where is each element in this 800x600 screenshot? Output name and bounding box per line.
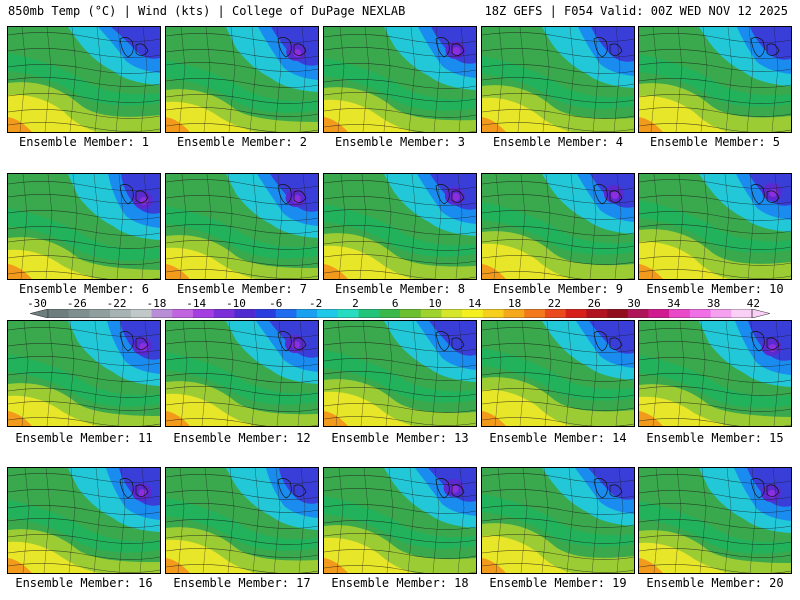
- ensemble-member-map: [481, 320, 635, 427]
- colorbar-segment: [586, 309, 608, 318]
- ensemble-member-map: [638, 320, 792, 427]
- ensemble-member-caption: Ensemble Member: 9: [492, 282, 624, 296]
- colorbar-segment: [110, 309, 132, 318]
- ensemble-member-caption: Ensemble Member: 6: [18, 282, 150, 296]
- ensemble-member-caption: Ensemble Member: 13: [331, 431, 469, 445]
- ensemble-member-map: [638, 467, 792, 574]
- ensemble-member-caption: Ensemble Member: 12: [173, 431, 311, 445]
- colorbar-segment: [400, 309, 422, 318]
- colorbar-tick-label: 2: [352, 297, 359, 310]
- colorbar-segment: [441, 309, 463, 318]
- ensemble-member-map: [165, 26, 319, 133]
- temperature-colorbar: [30, 309, 770, 318]
- run-info: 18Z GEFS | F054 Valid: 00Z WED NOV 12 20…: [484, 4, 788, 18]
- ensemble-member-caption: Ensemble Member: 19: [489, 576, 627, 590]
- colorbar-tick-label: -10: [226, 297, 246, 310]
- colorbar-segment: [317, 309, 339, 318]
- colorbar-segment: [544, 309, 566, 318]
- ensemble-member-map: [7, 467, 161, 574]
- ensemble-member-caption: Ensemble Member: 8: [334, 282, 466, 296]
- colorbar-segment: [710, 309, 732, 318]
- colorbar-segment: [151, 309, 173, 318]
- ensemble-member-caption: Ensemble Member: 2: [176, 135, 308, 149]
- colorbar-segment: [89, 309, 111, 318]
- colorbar-segment: [648, 309, 670, 318]
- colorbar-segment: [358, 309, 380, 318]
- ensemble-member-map: [638, 173, 792, 280]
- ensemble-member-caption: Ensemble Member: 18: [331, 576, 469, 590]
- colorbar-tick-label: -14: [186, 297, 207, 310]
- ensemble-member-map: [481, 26, 635, 133]
- ensemble-member-caption: Ensemble Member: 7: [176, 282, 308, 296]
- ensemble-member-caption: Ensemble Member: 1: [18, 135, 150, 149]
- colorbar-segment: [462, 309, 484, 318]
- chart-title: 850mb Temp (°C) | Wind (kts) | College o…: [8, 4, 406, 18]
- ensemble-member-map: [7, 173, 161, 280]
- colorbar-segment: [48, 309, 70, 318]
- ensemble-member-caption: Ensemble Member: 17: [173, 576, 311, 590]
- ensemble-member-caption: Ensemble Member: 3: [334, 135, 466, 149]
- colorbar-tick-label: 38: [706, 297, 721, 310]
- colorbar-tick-label: 18: [507, 297, 522, 310]
- ensemble-member-map: [7, 26, 161, 133]
- ensemble-member-map: [323, 467, 477, 574]
- colorbar-segment: [689, 309, 711, 318]
- ensemble-member-map: [481, 467, 635, 574]
- ensemble-member-caption: Ensemble Member: 4: [492, 135, 624, 149]
- colorbar-tick-label: -2: [308, 297, 323, 310]
- ensemble-member-map: [323, 173, 477, 280]
- ensemble-member-map: [638, 26, 792, 133]
- ensemble-member-map: [165, 320, 319, 427]
- colorbar-tick-label: -30: [27, 297, 47, 310]
- colorbar-tick-label: 10: [428, 297, 442, 310]
- colorbar-segment: [420, 309, 442, 318]
- colorbar-tick-label: 42: [746, 297, 761, 310]
- ensemble-member-caption: Ensemble Member: 15: [646, 431, 784, 445]
- colorbar-segment: [213, 309, 235, 318]
- ensemble-member-caption: Ensemble Member: 20: [646, 576, 784, 590]
- colorbar-segment: [379, 309, 401, 318]
- colorbar-tick-label: -22: [106, 297, 127, 310]
- colorbar-segment: [482, 309, 504, 318]
- colorbar-segment: [731, 309, 753, 318]
- colorbar-tick-label: 14: [468, 297, 482, 310]
- colorbar-tick-label: 6: [391, 297, 399, 310]
- ensemble-member-map: [323, 320, 477, 427]
- colorbar-segment: [255, 309, 277, 318]
- ensemble-member-map: [165, 467, 319, 574]
- colorbar-segment: [337, 309, 359, 318]
- ensemble-member-caption: Ensemble Member: 5: [649, 135, 781, 149]
- colorbar-tick-label: -18: [146, 297, 167, 310]
- colorbar-segment: [565, 309, 587, 318]
- colorbar-tick-label: 34: [667, 297, 681, 310]
- ensemble-member-map: [165, 173, 319, 280]
- ensemble-member-map: [481, 173, 635, 280]
- colorbar-tick-label: 30: [627, 297, 641, 310]
- colorbar-segment: [296, 309, 318, 318]
- ensemble-member-caption: Ensemble Member: 14: [489, 431, 627, 445]
- colorbar-segment: [627, 309, 649, 318]
- colorbar-segment: [607, 309, 629, 318]
- colorbar-segment: [503, 309, 525, 318]
- colorbar-tick-label: 22: [547, 297, 562, 310]
- colorbar-segment: [275, 309, 297, 318]
- ensemble-member-caption: Ensemble Member: 10: [646, 282, 784, 296]
- colorbar-tick-label: 26: [587, 297, 601, 310]
- colorbar-segment: [68, 309, 90, 318]
- ensemble-member-caption: Ensemble Member: 16: [15, 576, 153, 590]
- ensemble-member-map: [323, 26, 477, 133]
- colorbar-segment: [669, 309, 691, 318]
- ensemble-member-map: [7, 320, 161, 427]
- colorbar-segment: [130, 309, 152, 318]
- colorbar-tick-label: -6: [269, 297, 283, 310]
- colorbar-tick-label: -26: [66, 297, 87, 310]
- colorbar-segment: [192, 309, 214, 318]
- colorbar-segment: [524, 309, 546, 318]
- colorbar-segment: [234, 309, 256, 318]
- ensemble-member-caption: Ensemble Member: 11: [15, 431, 153, 445]
- colorbar-segment: [172, 309, 194, 318]
